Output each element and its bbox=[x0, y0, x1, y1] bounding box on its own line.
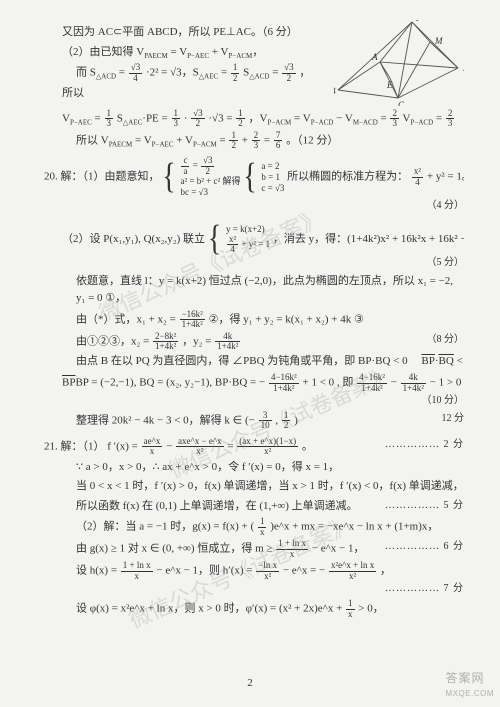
text-line: 设 h(x) = 1 + ln xx − e^x − 1，则 h′(x) = −… bbox=[44, 561, 464, 597]
svg-text:B: B bbox=[334, 86, 336, 96]
page-number: 2 bbox=[0, 675, 500, 693]
text-line: 由（*）式，x₁ + x₂ = −16k²1+4k² ②，得 y₁ + y₂ =… bbox=[44, 310, 464, 330]
score-label: …………… 5 分 bbox=[385, 498, 464, 514]
svg-text:P: P bbox=[415, 20, 422, 23]
text-line: 所以函数 f(x) 在 (0,1) 上单调递增，在 (1,+∞) 上单调递减。 … bbox=[44, 498, 464, 516]
svg-text:A: A bbox=[371, 52, 378, 62]
geometry-diagram: P M A B C D E bbox=[334, 20, 464, 106]
score-label: …………… 2 分 bbox=[385, 437, 464, 453]
score-label: （8 分） bbox=[427, 332, 465, 348]
text-line: （2）设 P(x₁,y₁), Q(x₂,y₂) 联立 { y = k(x+2) … bbox=[44, 224, 464, 271]
score-label: （4 分） bbox=[427, 198, 465, 214]
text-line: BPBP = (−2,−1), BQ = (x₂, y₂−1), BP·BQ =… bbox=[44, 373, 464, 409]
text-line: 由点 B 在以 PQ 为直径圆内，得 ∠PBQ 为钝角或平角，即 BP·BQ <… bbox=[44, 353, 464, 371]
text-line: ∵ a > 0，x > 0，∴ ax + e^x > 0，令 f ′(x) = … bbox=[44, 459, 464, 477]
text-line: 依题意，直线 l：y = k(x+2) 恒过点 (−2,0)，此点为椭圆的左顶点… bbox=[44, 273, 464, 308]
svg-text:M: M bbox=[434, 36, 443, 46]
text-line: 所以 VPAECM = VP−AEC + VP−ACM = 12 + 23 = … bbox=[44, 131, 464, 151]
svg-text:C: C bbox=[398, 100, 405, 106]
score-label: 12 分 bbox=[442, 411, 465, 427]
text-line: 当 0 < x < 1 时，f ′(x) > 0，f(x) 单调递增，当 x >… bbox=[44, 478, 464, 496]
text-line: 整理得 20k² − 4k − 3 < 0，解得 k ∈ (− 310 , 12… bbox=[44, 411, 464, 431]
score-label: （10 分） bbox=[422, 393, 465, 409]
text-line: 由①②③，x₂ = 2−8k²1+4k² ，y₂ = 4k1+4k² （8 分） bbox=[44, 332, 464, 352]
svg-text:D: D bbox=[462, 63, 464, 73]
score-label: …………… 7 分 bbox=[385, 581, 464, 597]
text-line: 设 φ(x) = x²e^x + ln x，则 x > 0 时，φ′(x) = … bbox=[44, 599, 464, 619]
site-watermark: 答案网 MXQE.COM bbox=[446, 669, 494, 701]
text-line: VP−AEC = 13 S△AEC·PE = 13 · √32 ·√3 = 12… bbox=[44, 109, 464, 129]
score-label: …………… 6 分 bbox=[385, 539, 464, 555]
svg-text:E: E bbox=[386, 80, 393, 90]
score-label: （5 分） bbox=[427, 255, 465, 271]
text-line: 由 g(x) ≥ 1 对 x ∈ (0, +∞) 恒成立，得 m ≥ 1 + l… bbox=[44, 539, 464, 559]
text-line: （2）解：当 a = −1 时，g(x) = f(x) + ( 1x )e^x … bbox=[44, 517, 464, 537]
text-line: 20. 解：（1）由题意知， { ca = √32 a² = b² + c² 解… bbox=[44, 156, 464, 213]
text-line: 21. 解：（1） f ′(x) = ae^xx − axe^x − e^xx²… bbox=[44, 437, 464, 457]
